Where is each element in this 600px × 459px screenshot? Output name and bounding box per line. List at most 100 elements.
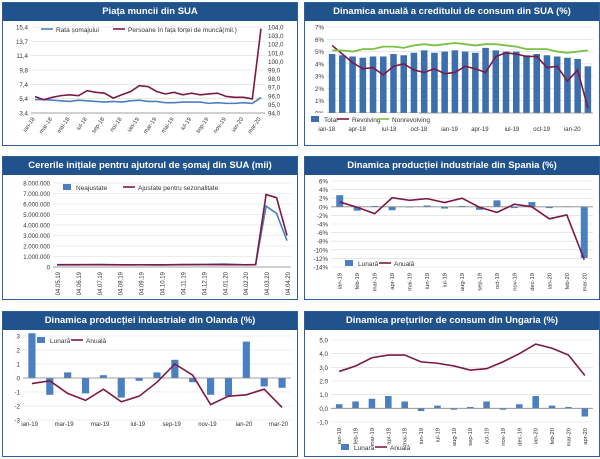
bar — [420, 50, 428, 113]
y-tick-label: 5,4 — [19, 96, 28, 103]
bar — [545, 206, 553, 209]
y-tick-label: 13,7 — [16, 39, 29, 46]
y-tick-label: 94,0 — [268, 111, 281, 118]
x-tick-label: 04.04.20 — [286, 271, 292, 295]
legend-label: Anuală — [394, 261, 415, 268]
y-tick-label: 100,0 — [268, 59, 284, 66]
bar — [335, 404, 343, 409]
bar — [466, 406, 474, 409]
panel-us-jobless-claims: Cererile inițiale pentru ajutorul de șom… — [2, 156, 298, 300]
bar — [461, 51, 469, 113]
x-tick-label: ian-20 — [547, 273, 553, 289]
x-tick-label: mar-20 — [269, 422, 289, 428]
x-tick-label: oct-19 — [533, 127, 550, 133]
y-tick-label: 0,0 — [319, 406, 328, 413]
bar — [475, 206, 483, 210]
bar — [482, 47, 489, 113]
y-tick-label: 104,0 — [268, 25, 284, 32]
y-tick-label: 6.000.000 — [23, 203, 50, 209]
x-tick-label: 04.11.19 — [181, 271, 187, 295]
bar — [242, 341, 250, 378]
y-tick-label: 5.000.000 — [23, 213, 50, 219]
series-line-unemployment-rate — [35, 96, 262, 105]
x-tick-label: apr-18 — [348, 127, 366, 133]
bar — [451, 50, 459, 113]
series-line-seasonally-adjusted — [56, 193, 288, 266]
x-tick-label: sep-19 — [163, 422, 182, 428]
y-tick-label: -3 — [14, 418, 20, 425]
x-tick-label: 04.03.20 — [265, 271, 271, 295]
bar — [135, 378, 143, 381]
x-tick-label: nov-19 — [501, 428, 507, 446]
x-tick-label: ian-19 — [338, 273, 344, 289]
y-tick-label: 1 — [17, 362, 21, 369]
y-tick-label: 5,0 — [319, 338, 328, 345]
bar — [117, 378, 125, 398]
bar — [516, 404, 523, 409]
bar — [434, 405, 441, 409]
x-tick-label: ian-20 — [534, 428, 540, 444]
panel-spain-industrial-production: Dinamica producției industriale din Span… — [304, 156, 600, 300]
chart-title: Dinamica anuală a creditului de consum d… — [305, 3, 599, 21]
y-tick-label: -6% — [317, 230, 329, 237]
y-tick-label: -1,0 — [317, 420, 328, 427]
bar — [349, 56, 356, 113]
legend-label: Ajustate pentru sezonalitate — [138, 185, 219, 192]
legend-swatch — [37, 337, 45, 343]
legend-label: Persoane în fața forței de muncă(mil.) — [128, 27, 237, 34]
bar — [450, 408, 458, 410]
x-tick-label: 04.07.19 — [98, 271, 104, 295]
y-tick-label: -8% — [317, 239, 329, 246]
x-tick-label: ian-20 — [236, 422, 253, 428]
chart-title: Cererile inițiale pentru ajutorul de șom… — [3, 157, 297, 175]
x-tick-label: 04.02.20 — [244, 271, 250, 295]
series-line-revolving — [331, 44, 589, 109]
series-line-annual — [31, 362, 283, 408]
chart-title: Dinamica producției industriale din Olan… — [3, 312, 297, 330]
bar — [401, 401, 408, 409]
y-tick-label: 3% — [315, 74, 324, 81]
x-tick-label: 04.09.19 — [140, 271, 146, 295]
bar — [278, 378, 286, 388]
x-tick-label: nov-19 — [512, 273, 518, 291]
y-tick-label: 96,0 — [268, 93, 281, 100]
y-tick-label: 3,4 — [19, 111, 28, 118]
y-tick-label: 3,0 — [319, 365, 328, 372]
chart-hungary-consumer-prices: 5,0 4,0 3,0 2,0 1,0 0,0 -1,0 ian-19 feb-19 mar-19… — [317, 338, 593, 452]
legend-label: Revolving — [352, 117, 381, 124]
series-line-nonrevolving — [332, 42, 588, 54]
y-tick-label: 9,8 — [19, 68, 28, 75]
bar — [171, 359, 179, 378]
y-tick-label: -14% — [314, 265, 329, 272]
legend-label: Rata șomajului — [56, 27, 99, 34]
bar — [369, 56, 377, 113]
x-tick-label: aug-19 — [452, 428, 458, 446]
x-tick-label: ian-18 — [318, 127, 335, 133]
y-tick-label: 95,0 — [268, 102, 281, 109]
y-tick-label: 11,4 — [16, 53, 28, 60]
x-tick-label: apr-20 — [583, 428, 589, 445]
x-tick-label: sep-19 — [477, 273, 483, 291]
x-tick-label: mar-20 — [247, 117, 262, 135]
y-tick-label: -4% — [317, 222, 329, 229]
bar — [410, 52, 418, 113]
x-tick-label: sep-19 — [195, 117, 210, 135]
x-tick-label: dec-19 — [517, 428, 523, 446]
x-tick-label: mai-19 — [408, 273, 414, 291]
panel-us-labor-market: Piața muncii din SUA 15,4 13,7 11,4 9,8 7,4 5… — [2, 2, 298, 146]
legend-swatch — [311, 116, 319, 122]
bar — [99, 375, 107, 378]
bar — [564, 57, 571, 113]
x-tick-label: apr-19 — [471, 127, 489, 133]
bar — [46, 378, 54, 395]
series-line-labor-force — [34, 28, 262, 101]
y-tick-label: 8.000.000 — [23, 182, 50, 188]
bar — [512, 51, 520, 113]
x-tick-label: dec-19 — [530, 273, 536, 291]
x-tick-label: mar-19 — [373, 273, 379, 291]
y-tick-label: -1 — [14, 390, 20, 397]
legend-label: Lunară — [354, 445, 375, 452]
y-tick-label: 102,0 — [268, 42, 284, 49]
x-tick-label: nov-19 — [213, 117, 228, 135]
x-tick-label: iun-19 — [425, 273, 431, 289]
